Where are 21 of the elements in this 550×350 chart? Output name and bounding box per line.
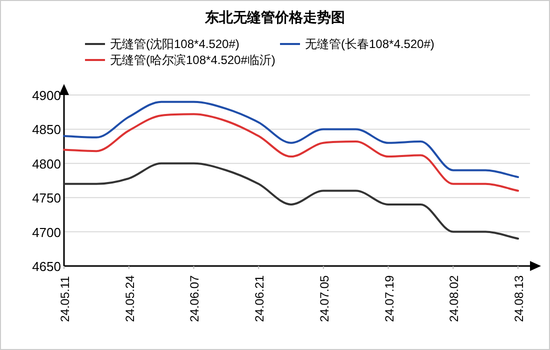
- y-tick-label: 4800: [32, 156, 61, 172]
- legend-label: 无缝管(哈尔滨108*4.520#临沂): [110, 53, 276, 67]
- chart-title: 东北无缝管价格走势图: [204, 9, 345, 25]
- x-tick-label: 24.07.19: [382, 274, 396, 322]
- y-tick-label: 4700: [32, 224, 61, 240]
- x-tick-label: 24.08.02: [447, 274, 462, 322]
- line-series: [63, 113, 519, 192]
- line-series: [63, 162, 519, 240]
- y-tick-label: 4650: [32, 259, 61, 274]
- x-tick-label: 24.05.11: [58, 276, 72, 322]
- legend-label: 无缝管(长春108*4.520#): [305, 37, 434, 51]
- x-tick-label: 24.06.21: [252, 274, 267, 322]
- x-tick-label: 24.07.05: [317, 274, 332, 322]
- legend-label: 无缝管(沈阳108*4.520#): [110, 37, 240, 51]
- y-tick-label: 4850: [32, 122, 61, 138]
- x-tick-label: 24.05.24: [122, 274, 137, 322]
- line-series: [63, 100, 519, 178]
- x-tick-label: 24.06.07: [188, 274, 202, 322]
- x-tick-label: 24.08.13: [512, 274, 526, 322]
- y-tick-label: 4750: [32, 190, 61, 206]
- y-tick-label: 4900: [32, 88, 61, 103]
